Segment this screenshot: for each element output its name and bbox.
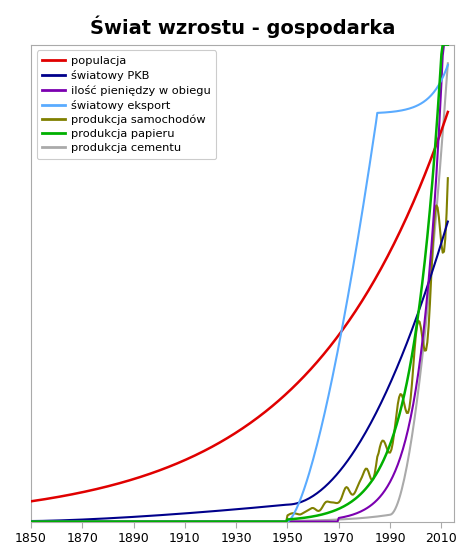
Legend: populacja, światowy PKB, ilość pieniędzy w obiegu, światowy eksport, produkcja s: populacja, światowy PKB, ilość pieniędzy… xyxy=(36,50,216,159)
Title: Świat wzrostu - gospodarka: Świat wzrostu - gospodarka xyxy=(90,15,395,38)
